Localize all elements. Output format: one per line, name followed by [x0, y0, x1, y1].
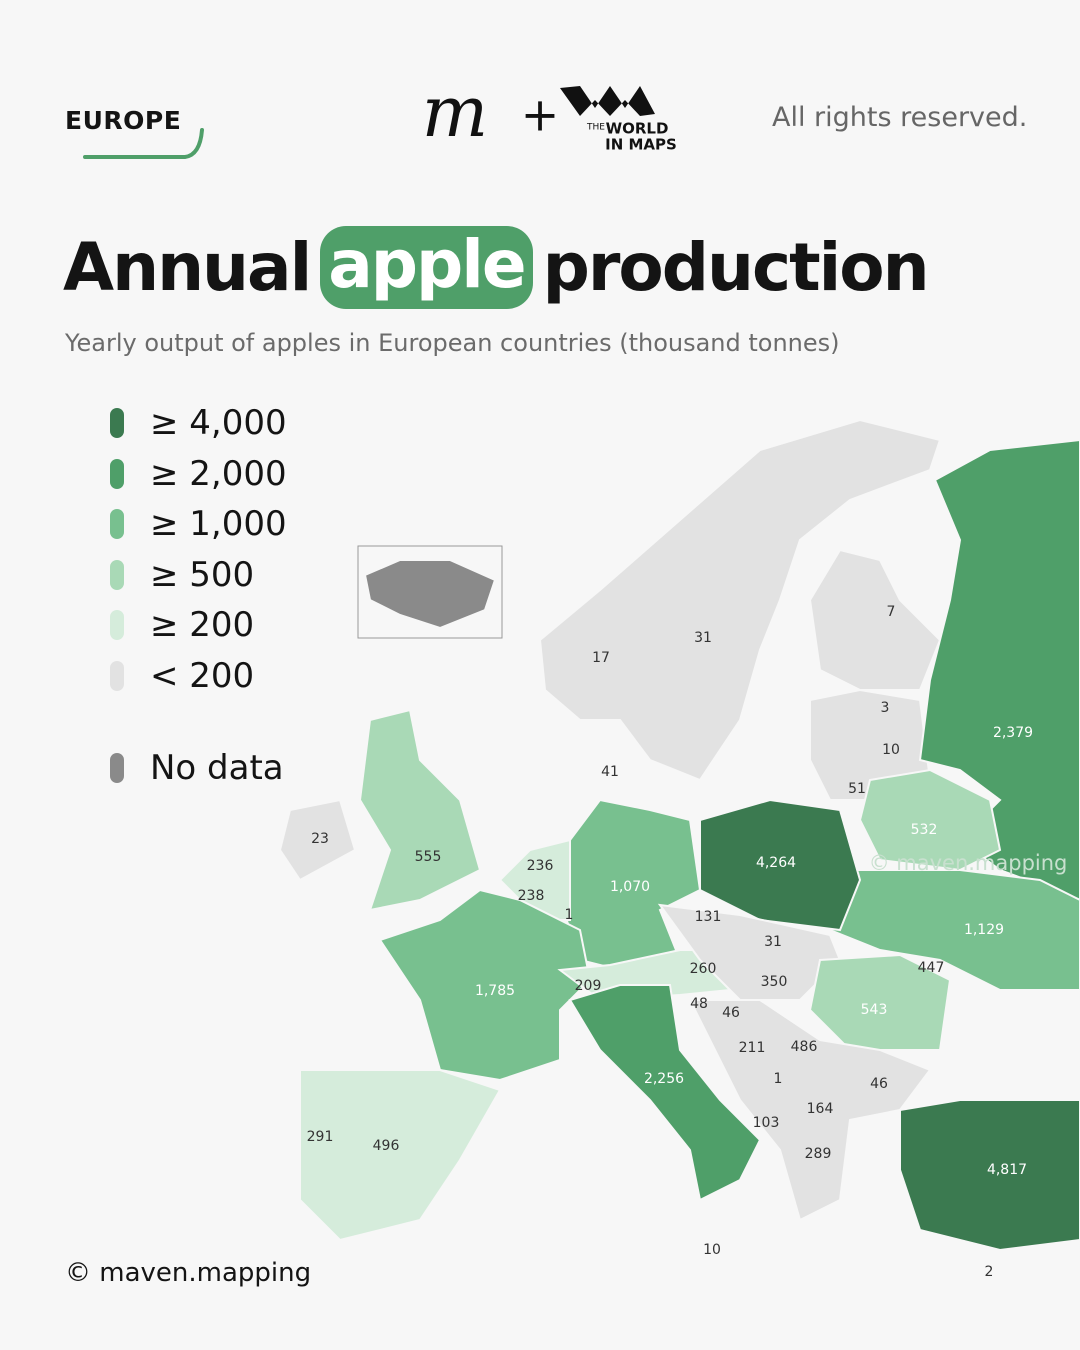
poland — [699, 798, 862, 932]
legend-item: ≥ 500 — [110, 555, 254, 595]
title-highlight: apple — [320, 226, 533, 309]
romania — [808, 953, 952, 1051]
map-label: 543 — [861, 1002, 888, 1018]
map-label: 51 — [848, 781, 866, 797]
region: EUROPE — [65, 106, 182, 135]
legend-label: ≥ 500 — [150, 554, 255, 595]
logo-in-maps: IN MAPS — [605, 136, 677, 154]
footer: © maven.mapping — [65, 1258, 312, 1288]
map-label: 3 — [881, 700, 890, 716]
title-part: Annual — [63, 229, 312, 306]
countries — [278, 418, 1080, 1252]
map-label: 260 — [690, 961, 717, 977]
legend-item: ≥ 2,000 — [110, 454, 287, 494]
map-label: 1,785 — [475, 983, 515, 999]
legend-swatch — [110, 408, 124, 438]
map-label: 2 — [985, 1264, 994, 1280]
legend-label: ≥ 200 — [150, 605, 255, 646]
logo-m: m — [422, 71, 488, 153]
map-label: 532 — [911, 822, 938, 838]
watermark: © maven.mapping — [869, 851, 1068, 875]
legend-label: < 200 — [150, 656, 255, 696]
legend-item: ≥ 1,000 — [110, 504, 287, 544]
map-label: 164 — [807, 1101, 834, 1117]
title-part: production — [542, 229, 930, 306]
map-label: 236 — [527, 858, 554, 874]
map-label: 131 — [695, 909, 722, 925]
ireland — [278, 798, 357, 882]
italy — [568, 984, 762, 1202]
map-label: 1,070 — [610, 879, 650, 895]
map-label: 17 — [592, 650, 610, 666]
ukraine — [828, 869, 1080, 991]
logo: m + THE WORLD IN MAPS — [422, 71, 677, 154]
balkans — [688, 999, 932, 1222]
map-label: 2,379 — [993, 725, 1033, 741]
map-label: 1,129 — [964, 922, 1004, 938]
finland — [808, 548, 942, 691]
legend-swatch — [110, 661, 124, 691]
map-label: 7 — [887, 604, 896, 620]
map-label: 103 — [753, 1115, 780, 1131]
legend-swatch — [110, 559, 124, 590]
map-label: 496 — [373, 1138, 400, 1154]
map-label: 2,256 — [644, 1071, 684, 1087]
map-label: 41 — [601, 764, 619, 780]
france — [378, 888, 592, 1082]
turkey — [899, 1099, 1080, 1252]
logo-plus: + — [521, 88, 560, 142]
title: Annual apple production — [63, 226, 930, 309]
map-label: 291 — [307, 1129, 334, 1145]
map-label: 10 — [703, 1242, 721, 1258]
logo-mark — [560, 86, 655, 116]
legend-item: No data — [110, 748, 284, 788]
norway-sweden — [538, 418, 942, 782]
map-label: 23 — [311, 831, 329, 847]
legend-label: ≥ 2,000 — [150, 453, 287, 494]
iberia — [299, 1069, 502, 1242]
legend-swatch — [110, 509, 124, 540]
map-labels: 17 31 7 3 10 2,379 41 51 23 555 236 238 1 1,070 4,264 5… — [307, 604, 1033, 1280]
logo-world: WORLD — [606, 120, 669, 138]
belarus — [858, 768, 1002, 872]
russia — [918, 438, 1080, 902]
map-label: 4,264 — [756, 855, 796, 871]
iceland — [363, 559, 497, 630]
map-label: 238 — [518, 888, 545, 904]
map-label: 31 — [764, 934, 782, 950]
map-label: 289 — [805, 1146, 832, 1162]
map-label: 31 — [694, 630, 712, 646]
map-label: 1 — [565, 907, 574, 923]
map-label: 486 — [791, 1039, 818, 1055]
rights: All rights reserved. — [772, 102, 1028, 133]
map-label: 48 — [690, 996, 708, 1012]
legend-item: < 200 — [110, 656, 254, 696]
map-label: 350 — [761, 974, 788, 990]
legend-swatch — [110, 753, 124, 783]
legend-swatch — [110, 610, 124, 641]
map-label: 211 — [739, 1040, 766, 1056]
legend-item: ≥ 4,000 — [110, 403, 287, 443]
map-label: 555 — [415, 849, 442, 865]
legend-swatch — [110, 458, 124, 489]
map-label: 209 — [575, 978, 602, 994]
legend-label: ≥ 4,000 — [150, 403, 287, 443]
region-underline — [83, 128, 204, 159]
legend-label: ≥ 1,000 — [150, 504, 287, 545]
subtitle: Yearly output of apples in European coun… — [65, 329, 840, 357]
map-label: 46 — [870, 1076, 888, 1092]
legend-item: ≥ 200 — [110, 605, 254, 645]
map-label: 447 — [918, 960, 945, 976]
inset-frame — [357, 545, 503, 639]
logo-the: THE — [586, 123, 605, 133]
map-label: 46 — [722, 1005, 740, 1021]
uk — [358, 708, 482, 912]
legend-label: No data — [150, 748, 284, 788]
map-label: 4,817 — [987, 1162, 1027, 1178]
map-label: 1 — [774, 1071, 783, 1087]
map-label: 10 — [882, 742, 900, 758]
